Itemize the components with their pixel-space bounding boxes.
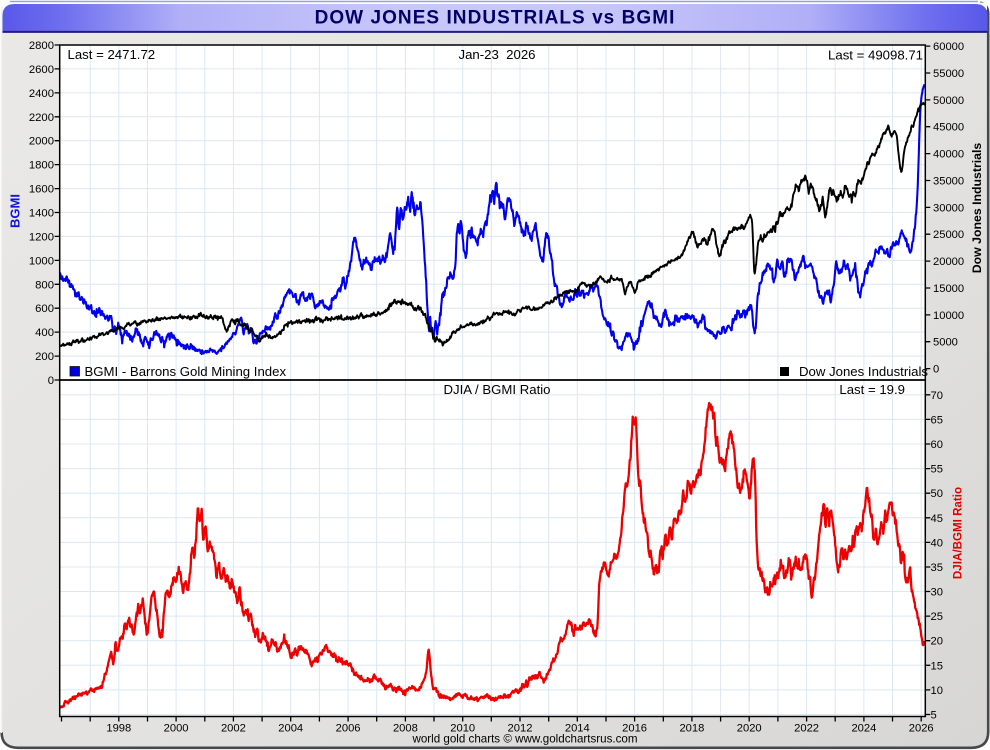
svg-text:1800: 1800 — [29, 160, 54, 172]
svg-text:2006: 2006 — [336, 723, 361, 735]
svg-text:40000: 40000 — [933, 149, 964, 161]
svg-text:35000: 35000 — [933, 176, 964, 188]
svg-text:40: 40 — [931, 537, 943, 549]
svg-text:30: 30 — [931, 587, 943, 599]
svg-text:5000: 5000 — [933, 337, 958, 349]
svg-text:200: 200 — [35, 351, 54, 363]
svg-text:2000: 2000 — [29, 136, 54, 148]
svg-text:25: 25 — [931, 611, 943, 623]
svg-text:45000: 45000 — [933, 122, 964, 134]
svg-text:1000: 1000 — [29, 255, 54, 267]
svg-text:0: 0 — [48, 375, 54, 387]
svg-text:2014: 2014 — [565, 723, 590, 735]
svg-text:2010: 2010 — [450, 723, 475, 735]
svg-text:2200: 2200 — [29, 112, 54, 124]
svg-text:20: 20 — [931, 636, 943, 648]
svg-text:50: 50 — [931, 488, 943, 500]
svg-text:55: 55 — [931, 464, 943, 476]
svg-text:2026: 2026 — [909, 723, 934, 735]
svg-text:DJIA/BGMI Ratio: DJIA/BGMI Ratio — [951, 487, 964, 579]
svg-text:2012: 2012 — [508, 723, 533, 735]
svg-text:35: 35 — [931, 562, 943, 574]
svg-text:2024: 2024 — [851, 723, 876, 735]
svg-text:2022: 2022 — [794, 723, 819, 735]
svg-text:2600: 2600 — [29, 64, 54, 76]
svg-text:2008: 2008 — [393, 723, 418, 735]
svg-text:2016: 2016 — [622, 723, 647, 735]
svg-text:world gold charts © www.goldch: world gold charts © www.goldchartsrus.co… — [411, 732, 637, 745]
svg-text:0: 0 — [933, 364, 939, 376]
svg-text:600: 600 — [35, 303, 54, 315]
svg-text:15000: 15000 — [933, 283, 964, 295]
svg-text:DJIA / BGMI Ratio: DJIA / BGMI Ratio — [444, 382, 551, 397]
svg-text:45: 45 — [931, 513, 943, 525]
svg-text:Dow Jones Industrials: Dow Jones Industrials — [799, 364, 928, 379]
svg-text:1200: 1200 — [29, 231, 54, 243]
svg-text:25000: 25000 — [933, 229, 964, 241]
svg-text:2400: 2400 — [29, 88, 54, 100]
svg-text:2020: 2020 — [737, 723, 762, 735]
svg-text:65: 65 — [931, 414, 943, 426]
svg-text:10: 10 — [931, 685, 943, 697]
svg-text:400: 400 — [35, 327, 54, 339]
svg-text:Last = 2471.72: Last = 2471.72 — [68, 47, 156, 62]
svg-text:2002: 2002 — [221, 723, 246, 735]
svg-text:1400: 1400 — [29, 208, 54, 220]
svg-text:Jan-23 2026: Jan-23 2026 — [459, 47, 536, 62]
svg-text:60000: 60000 — [933, 41, 964, 53]
svg-text:70: 70 — [931, 390, 943, 402]
svg-text:15: 15 — [931, 660, 943, 672]
svg-text:50000: 50000 — [933, 95, 964, 107]
svg-text:BGMI - Barrons Gold Mining Ind: BGMI - Barrons Gold Mining Index — [85, 364, 287, 379]
svg-text:30000: 30000 — [933, 202, 964, 214]
svg-text:1998: 1998 — [106, 723, 131, 735]
svg-text:Last = 19.9: Last = 19.9 — [839, 382, 905, 397]
svg-text:5: 5 — [931, 710, 937, 722]
svg-text:BGMI: BGMI — [8, 194, 23, 228]
svg-text:2018: 2018 — [679, 723, 704, 735]
svg-text:1600: 1600 — [29, 184, 54, 196]
svg-text:55000: 55000 — [933, 68, 964, 80]
svg-text:10000: 10000 — [933, 310, 964, 322]
svg-text:2000: 2000 — [164, 723, 189, 735]
svg-text:60: 60 — [931, 439, 943, 451]
svg-text:800: 800 — [35, 279, 54, 291]
svg-text:Dow Jones Industrials: Dow Jones Industrials — [970, 143, 984, 274]
svg-text:20000: 20000 — [933, 256, 964, 268]
svg-text:Last = 49098.71: Last = 49098.71 — [828, 48, 923, 63]
svg-text:DOW JONES INDUSTRIALS vs BGMI: DOW JONES INDUSTRIALS vs BGMI — [315, 7, 676, 28]
svg-text:2800: 2800 — [29, 40, 54, 52]
svg-text:2004: 2004 — [278, 723, 303, 735]
